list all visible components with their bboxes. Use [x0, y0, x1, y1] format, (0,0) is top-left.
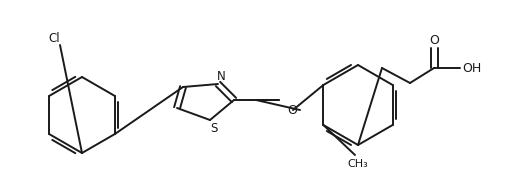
Text: Cl: Cl	[48, 31, 60, 45]
Text: O: O	[429, 35, 439, 48]
Text: S: S	[211, 122, 218, 136]
Text: OH: OH	[462, 62, 481, 74]
Text: N: N	[217, 70, 225, 84]
Text: CH₃: CH₃	[348, 159, 368, 169]
Text: O: O	[287, 104, 297, 118]
